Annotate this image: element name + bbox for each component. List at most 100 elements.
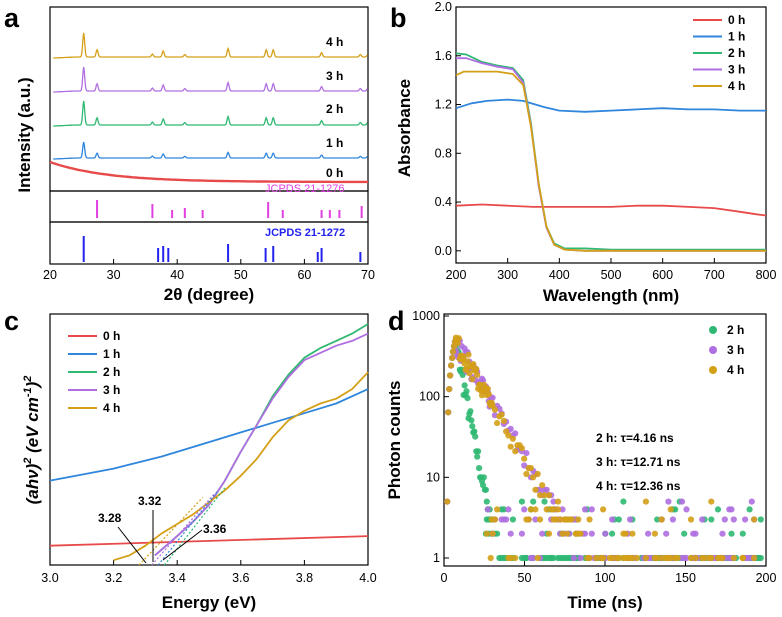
d-point-2h bbox=[463, 388, 470, 395]
d-point-4h bbox=[448, 362, 455, 369]
d-point-4h bbox=[563, 530, 571, 537]
d-point-4h bbox=[469, 376, 476, 383]
d-point-2h bbox=[468, 417, 475, 424]
b-xlabel: Wavelength (nm) bbox=[543, 286, 679, 305]
d-point-3h bbox=[627, 516, 634, 523]
d-point-4h bbox=[512, 554, 519, 562]
panel-b-legend: 0 h 1 h 2 h 3 h 4 h bbox=[693, 13, 745, 93]
b-ytick-label: 0.4 bbox=[435, 195, 452, 209]
d-point-4h bbox=[629, 530, 636, 537]
d-point-3h bbox=[692, 530, 699, 537]
panel-b-ticks: 200 300 400 500 600 700 800 0.0 0.4 0.8 1.2 1.6 2.0 bbox=[435, 0, 777, 282]
b-legend-label: 3 h bbox=[728, 63, 745, 77]
c-xtick-label: 3.0 bbox=[41, 571, 58, 585]
a-ref1-label: JCPDS 21-1276 bbox=[265, 183, 345, 195]
panel-label-c: c bbox=[4, 306, 19, 336]
d-point-4h bbox=[474, 371, 481, 378]
d-point-3h bbox=[609, 516, 616, 523]
panel-a: 20 30 40 50 60 70 4 h 3 h 2 h 1 h 0 h JCPDS 2… bbox=[15, 6, 375, 304]
d-point-4h bbox=[498, 411, 505, 418]
c-curve-0h bbox=[49, 535, 369, 547]
d-point-4h bbox=[651, 530, 659, 537]
panel-a-xticks: 20 30 40 50 60 70 bbox=[43, 259, 375, 282]
d-point-4h bbox=[730, 554, 737, 562]
c-legend-label: 3 h bbox=[103, 383, 120, 397]
d-xtick-label: 0 bbox=[441, 571, 448, 585]
a-xtick-label: 50 bbox=[234, 268, 248, 282]
d-xtick-label: 50 bbox=[518, 571, 532, 585]
d-point-2h bbox=[518, 498, 526, 505]
d-point-3h bbox=[719, 530, 726, 537]
b-ytick-label: 2.0 bbox=[435, 0, 452, 14]
d-point-3h bbox=[507, 425, 514, 432]
b-ytick-label: 1.2 bbox=[435, 98, 452, 112]
d-point-2h bbox=[757, 554, 764, 562]
d-legend-label: 4 h bbox=[727, 363, 744, 377]
d-point-2h bbox=[480, 474, 487, 481]
d-point-4h bbox=[692, 554, 699, 562]
d-point-3h bbox=[721, 516, 728, 523]
d-point-4h bbox=[545, 530, 553, 537]
d-point-3h bbox=[559, 506, 566, 513]
b-legend-label: 1 h bbox=[728, 30, 745, 44]
a-xlabel: 2θ (degree) bbox=[164, 285, 254, 304]
b-xtick-label: 400 bbox=[549, 268, 570, 282]
d-point-2h bbox=[509, 516, 516, 523]
d-ytick-label: 1 bbox=[433, 551, 440, 565]
d-point-2h bbox=[464, 395, 471, 402]
d-point-2h bbox=[739, 530, 746, 537]
c-ann-arrow-3 bbox=[162, 529, 203, 561]
d-point-3h bbox=[683, 506, 690, 513]
d-point-4h bbox=[593, 554, 600, 562]
d-point-4h bbox=[600, 554, 607, 562]
d-point-4h bbox=[658, 516, 665, 523]
d-ytick-label: 100 bbox=[419, 390, 440, 404]
b-xtick-label: 500 bbox=[601, 268, 622, 282]
d-point-4h bbox=[507, 443, 514, 450]
d-point-2h bbox=[494, 530, 501, 537]
d-point-4h bbox=[550, 506, 557, 513]
a-xtick-label: 70 bbox=[361, 268, 375, 282]
d-point-4h bbox=[470, 361, 477, 368]
d-point-4h bbox=[447, 372, 454, 379]
panel-d-points bbox=[444, 334, 764, 562]
d-point-4h bbox=[521, 455, 528, 462]
panel-b-frame bbox=[455, 6, 767, 264]
d-point-3h bbox=[669, 516, 677, 523]
d-point-4h bbox=[530, 474, 537, 481]
d-point-4h bbox=[708, 498, 715, 505]
a-label-0h: 0 h bbox=[326, 166, 343, 180]
d-point-2h bbox=[469, 423, 476, 430]
d-point-4h bbox=[512, 448, 519, 455]
d-point-3h bbox=[663, 530, 670, 537]
b-curve-1h bbox=[455, 98, 766, 113]
a-ylabel: Intensity (a.u.) bbox=[15, 77, 34, 192]
b-xtick-label: 300 bbox=[497, 268, 518, 282]
c-xtick-label: 3.6 bbox=[232, 571, 249, 585]
panel-d: 0 50 100 150 200 1 10 100 1000 2 h 3 h 4 h 2 h: τ=… bbox=[385, 309, 776, 612]
d-point-4h bbox=[600, 506, 607, 513]
b-xtick-label: 700 bbox=[704, 268, 725, 282]
d-point-4h bbox=[719, 554, 726, 562]
d-point-2h bbox=[482, 486, 489, 493]
d-legend-marker bbox=[709, 366, 717, 374]
d-point-3h bbox=[543, 486, 550, 493]
d-point-4h bbox=[494, 506, 501, 513]
d-point-3h bbox=[512, 430, 519, 437]
d-point-4h bbox=[449, 348, 457, 355]
d-point-3h bbox=[683, 554, 690, 562]
d-point-4h bbox=[642, 498, 650, 505]
d-legend-marker bbox=[709, 346, 717, 354]
c-legend-label: 2 h bbox=[103, 365, 120, 379]
d-point-4h bbox=[554, 498, 562, 505]
d-point-3h bbox=[539, 530, 546, 537]
d-point-4h bbox=[491, 516, 498, 523]
panel-a-frame-top bbox=[49, 6, 369, 192]
a-label-1h: 1 h bbox=[326, 136, 343, 150]
d-point-2h bbox=[467, 408, 474, 415]
c-curve-2h bbox=[154, 323, 369, 557]
d-point-3h bbox=[748, 498, 755, 505]
panel-c: 3.0 3.2 3.4 3.6 3.8 4.0 0 h1 h2 h3 h4 h 3.28 … bbox=[22, 313, 377, 612]
d-point-3h bbox=[503, 516, 510, 523]
